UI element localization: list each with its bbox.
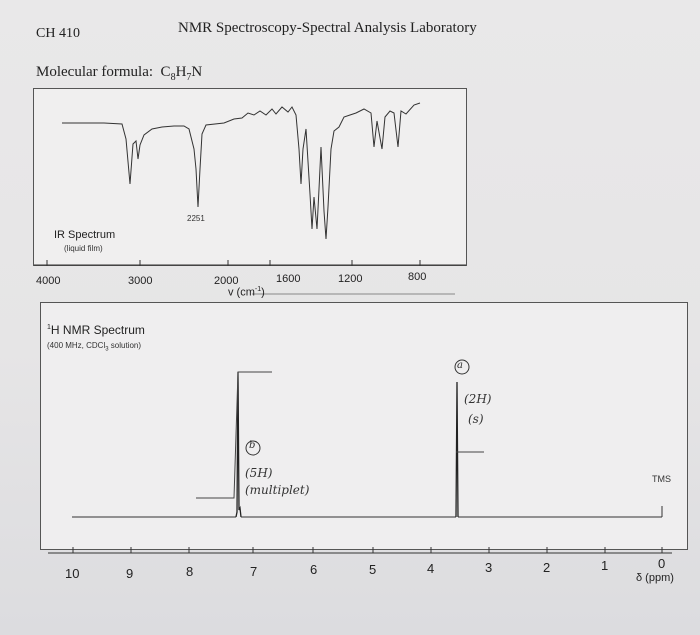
molecular-formula: Molecular formula: C8H7N [36,64,202,83]
nmr-tick-3: 3 [485,560,493,575]
annotation-a-integration: (2H) [464,392,492,406]
marker-a-circle [454,359,470,375]
ir-tick-3000: 3000 [128,275,153,287]
integration-b [196,371,272,499]
ir-axis-label: v (cm-1) [228,286,265,299]
annotation-b-integration: (5H) [245,466,273,480]
nmr-tick-1: 1 [601,558,609,573]
course-code: CH 410 [36,26,80,41]
nmr-tick-9: 9 [126,566,134,581]
nmr-axis-label: δ (ppm) [636,572,674,584]
nmr-peak-b [235,371,242,518]
marker-b: b [249,440,256,451]
nmr-spectrum-panel: 1H NMR Spectrum (400 MHz, CDCl3 solution… [40,302,688,550]
nmr-tick-6: 6 [310,562,318,577]
ir-title: IR Spectrum [54,229,116,241]
nmr-tick-4: 4 [427,561,435,576]
annotation-a-multiplicity: (s) [468,412,484,426]
page-title: NMR Spectroscopy-Spectral Analysis Labor… [178,20,477,36]
ir-tick-4000: 4000 [36,275,61,287]
formula-label: Molecular formula: [36,64,154,80]
tms-label: TMS [652,474,671,484]
ir-subtitle: (liquid film) [64,244,103,253]
nmr-subtitle: (400 MHz, CDCl3 solution) [47,341,142,353]
nmr-tick-10: 10 [65,566,80,581]
ir-x-axis [34,260,465,295]
marker-b-circle [245,440,261,456]
nmr-tick-2: 2 [543,560,551,575]
nmr-tick-7: 7 [250,564,258,579]
marker-a: a [457,360,463,371]
ir-tick-800: 800 [408,271,427,283]
nmr-title: 1H NMR Spectrum [47,323,145,337]
ir-tick-1200: 1200 [338,273,363,285]
ir-tick-1600: 1600 [276,273,301,285]
annotation-b-multiplicity: (multiplet) [245,483,310,497]
ir-trace [62,102,421,240]
nmr-peak-a [455,381,459,518]
nmr-tick-marks [72,547,663,553]
formula-value: C8H7N [160,64,203,83]
nmr-tick-0: 0 [658,556,666,571]
ir-tick-2000: 2000 [214,275,239,287]
nmr-tick-5: 5 [369,562,377,577]
nmr-tick-8: 8 [186,564,194,579]
ir-peak-label: 2251 [187,214,205,223]
